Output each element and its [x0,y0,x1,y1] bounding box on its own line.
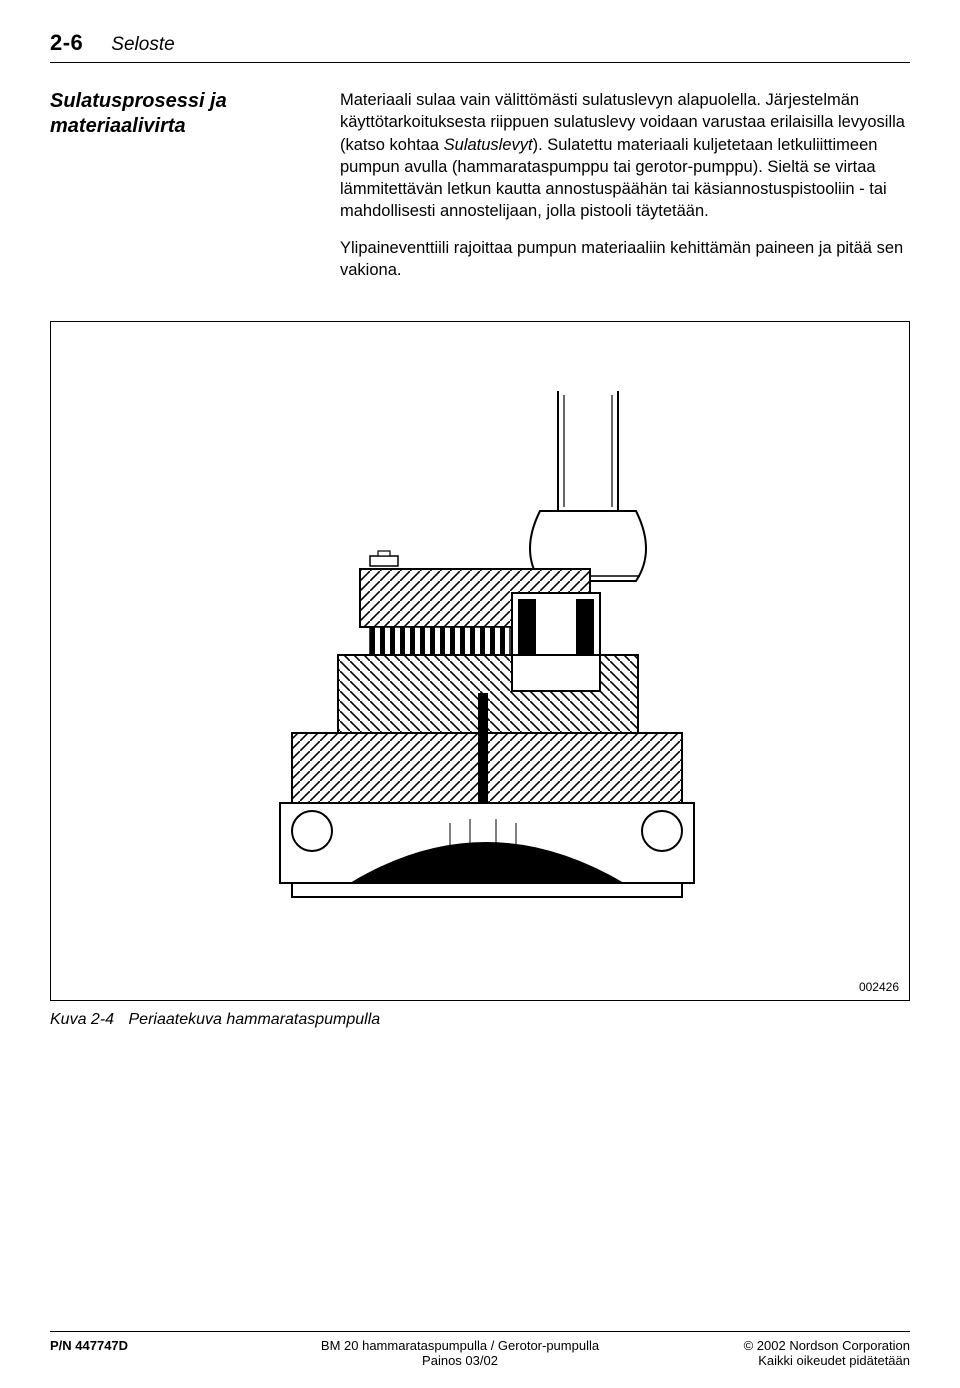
figure-id: 002426 [859,980,899,994]
side-heading-line1: Sulatusprosessi ja [50,90,227,112]
section-title: Seloste [111,34,174,56]
bottom-plate [292,883,682,897]
footer-center-line2: Painos 03/02 [422,1353,498,1368]
content-row: Sulatusprosessi ja materiaalivirta Mater… [50,89,910,295]
footer-right-line2: Kaikki oikeudet pidätetään [690,1353,910,1368]
figure-caption: Kuva 2-4 Periaatekuva hammarataspumpulla [50,1011,910,1029]
footer-left: P/N 447747D [50,1338,230,1353]
footer-center-line1: BM 20 hammarataspumpulla / Gerotor-pumpu… [321,1338,599,1353]
caption-label: Kuva 2-4 [50,1011,114,1028]
paragraph-1: Materiaali sulaa vain välittömästi sulat… [340,89,910,223]
page-footer: P/N 447747D BM 20 hammarataspumpulla / G… [50,1331,910,1368]
striped-strip [370,627,510,655]
diagram-svg [220,381,740,941]
caption-text: Periaatekuva hammarataspumpulla [129,1011,381,1028]
paragraph-2: Ylipaineventtiili rajoittaa pumpun mater… [340,237,910,282]
page-number: 2-6 [50,30,83,56]
p1-italic: Sulatuslevyt [444,136,533,154]
side-heading-line2: materiaalivirta [50,115,186,137]
footer-right-line1: © 2002 Nordson Corporation [744,1338,910,1353]
body-text: Materiaali sulaa vain välittömästi sulat… [340,89,910,295]
upper-pipe [530,391,646,581]
side-heading: Sulatusprosessi ja materiaalivirta [50,89,300,295]
figure-box: 002426 [50,321,910,1001]
footer-center: BM 20 hammarataspumpulla / Gerotor-pumpu… [230,1338,690,1368]
base [280,803,694,883]
footer-right: © 2002 Nordson Corporation Kaikki oikeud… [690,1338,910,1368]
page: 2-6 Seloste Sulatusprosessi ja materiaal… [0,0,960,1388]
page-header: 2-6 Seloste [50,30,910,63]
